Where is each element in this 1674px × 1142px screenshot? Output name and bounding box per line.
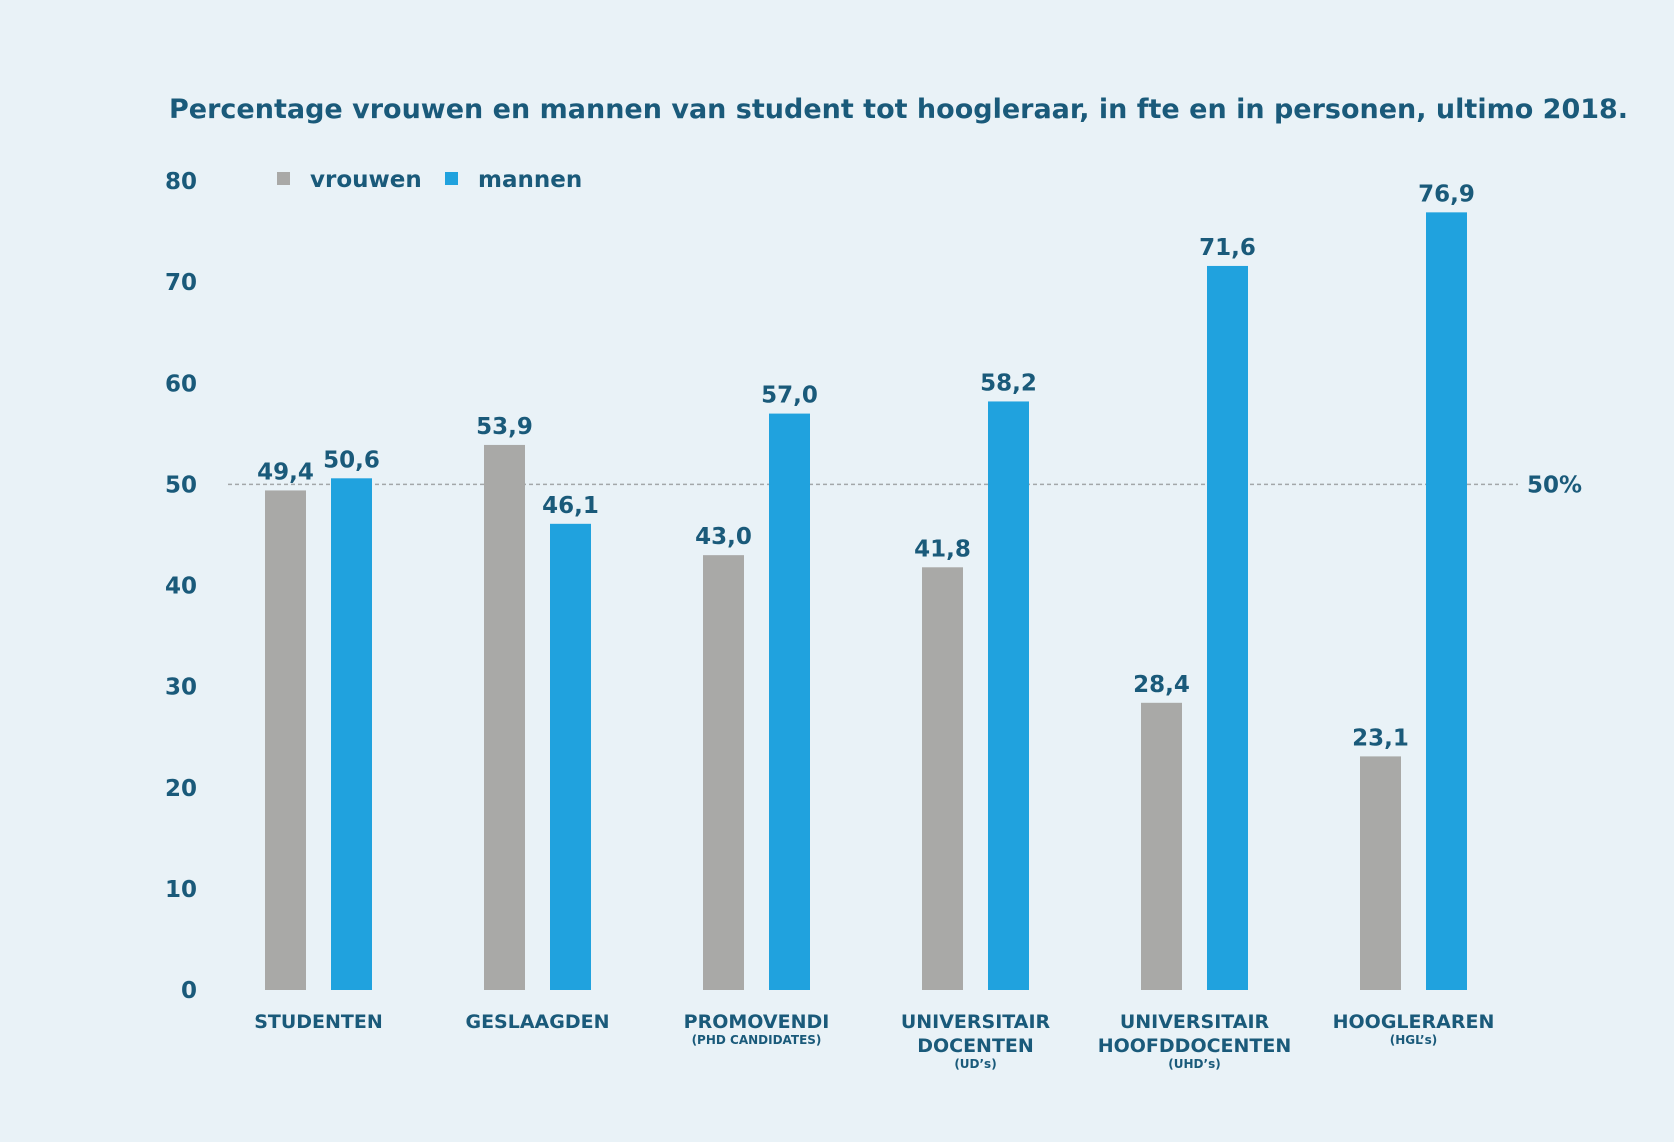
legend: vrouwen mannen [277,167,582,193]
category-sublabel-universitair-hoofddocenten: (UHD’s) [1168,1057,1220,1071]
legend-swatch-vrouwen [277,172,290,185]
y-tick-label-70: 70 [165,270,197,296]
bar-mannen-hoogleraren [1426,212,1467,990]
bar-vrouwen-studenten [265,490,306,990]
value-label-vrouwen-studenten: 49,4 [257,459,314,485]
value-label-vrouwen-promovendi: 43,0 [695,524,752,550]
value-label-mannen-studenten: 50,6 [323,447,380,473]
bar-vrouwen-universitair-hoofddocenten [1141,702,1182,990]
category-label-hoogleraren-line-1: HOOGLERAREN [1333,1011,1495,1033]
category-label-universitair-hoofddocenten-line-2: HOOFDDOCENTEN [1098,1035,1292,1057]
category-label-universitair-hoofddocenten-line-1: UNIVERSITAIR [1120,1011,1270,1033]
legend-label-mannen: mannen [478,167,582,193]
bar-mannen-universitair-hoofddocenten [1207,265,1248,990]
category-label-universitair-docenten-line-1: UNIVERSITAIR [901,1011,1051,1033]
reference-line: 50% [228,472,1582,498]
category-label-promovendi-line-1: PROMOVENDI [684,1011,830,1033]
y-tick-label-40: 40 [165,574,197,600]
y-axis: 0 10 20 30 40 50 60 70 80 [165,169,197,1004]
bar-vrouwen-hoogleraren [1360,756,1401,990]
chart-title: Percentage vrouwen en mannen van student… [169,94,1628,125]
bars [265,212,1467,990]
value-label-vrouwen-universitair-hoofddocenten: 28,4 [1133,672,1190,698]
legend-swatch-mannen [445,172,458,185]
value-label-mannen-geslaagden: 46,1 [542,493,599,519]
category-label-studenten-line-1: STUDENTEN [254,1011,383,1033]
value-label-mannen-promovendi: 57,0 [761,383,818,409]
y-tick-label-80: 80 [165,169,197,195]
legend-label-vrouwen: vrouwen [310,167,422,193]
category-sublabel-promovendi: (PHD CANDIDATES) [692,1033,822,1047]
y-tick-label-0: 0 [181,978,197,1004]
reference-line-label: 50% [1527,472,1582,498]
category-sublabel-universitair-docenten: (UD’s) [954,1057,996,1071]
value-label-vrouwen-hoogleraren: 23,1 [1352,725,1409,751]
value-label-vrouwen-universitair-docenten: 41,8 [914,536,971,562]
bar-vrouwen-promovendi [703,555,744,990]
y-tick-label-20: 20 [165,776,197,802]
value-label-mannen-universitair-hoofddocenten: 71,6 [1199,235,1256,261]
bar-mannen-studenten [331,478,372,990]
value-label-vrouwen-geslaagden: 53,9 [476,414,533,440]
category-sublabel-hoogleraren: (HGL’s) [1390,1033,1437,1047]
category-label-geslaagden-line-1: GESLAAGDEN [465,1011,609,1033]
y-tick-label-50: 50 [165,472,197,498]
bar-mannen-geslaagden [550,523,591,990]
value-label-mannen-hoogleraren: 76,9 [1418,181,1475,207]
bar-mannen-universitair-docenten [988,401,1029,990]
category-label-universitair-docenten-line-2: DOCENTEN [917,1035,1034,1057]
y-tick-label-10: 10 [165,877,197,903]
y-tick-label-60: 60 [165,371,197,397]
value-label-mannen-universitair-docenten: 58,2 [980,370,1037,396]
category-labels: STUDENTEN GESLAAGDEN PROMOVENDI(PHD CANDID… [254,1011,1494,1071]
bar-mannen-promovendi [769,413,810,990]
value-labels: 49,4 50,6 53,9 46,1 43,0 57,0 41,8 58,2 28,4 71,6… [257,181,1475,751]
y-tick-label-30: 30 [165,675,197,701]
bar-vrouwen-universitair-docenten [922,567,963,990]
bar-vrouwen-geslaagden [484,444,525,990]
